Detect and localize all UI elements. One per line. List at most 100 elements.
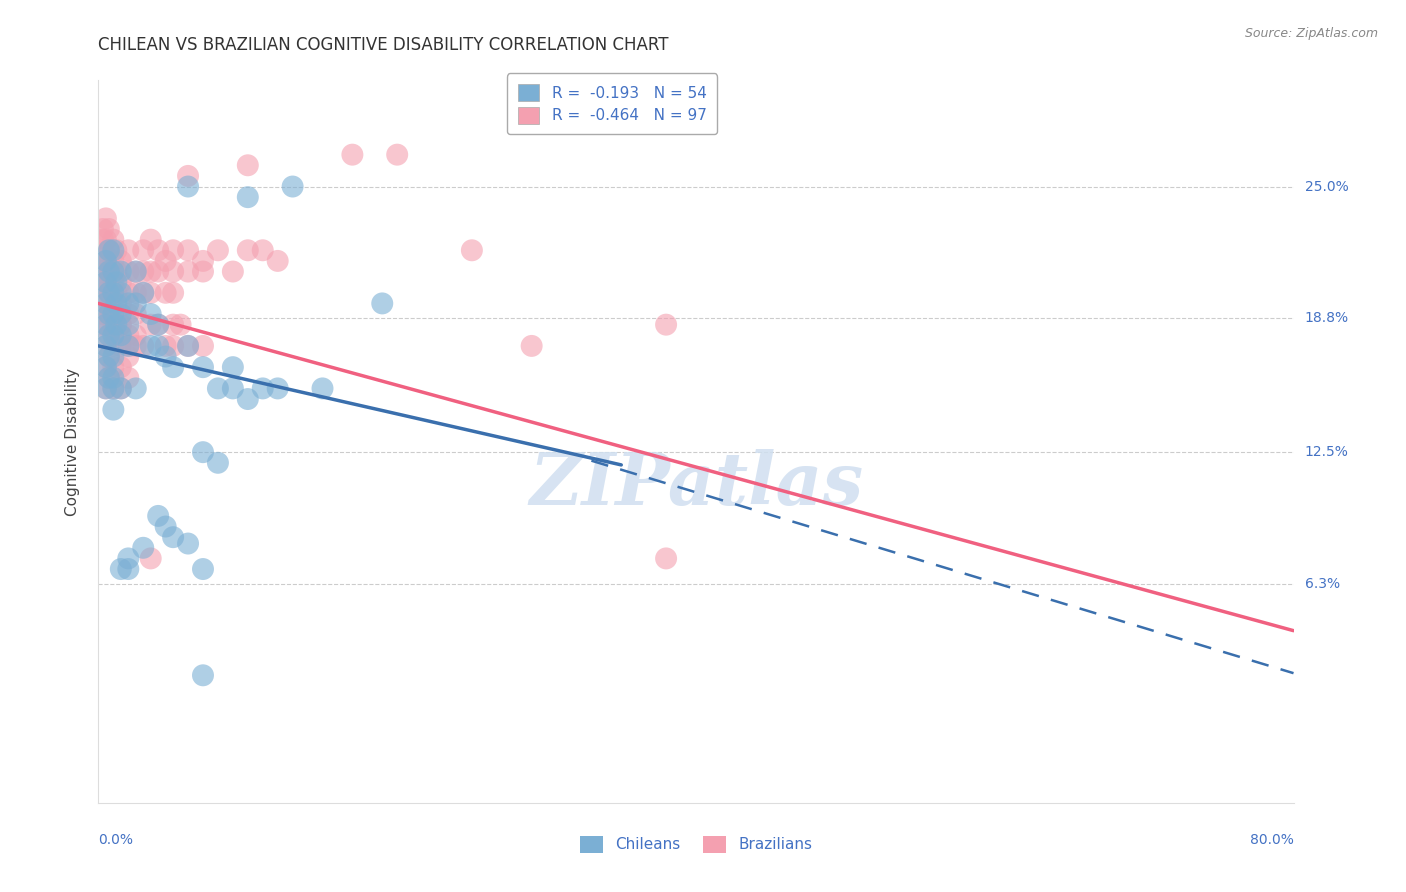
Point bbox=[91, 222, 114, 236]
Point bbox=[97, 350, 120, 364]
Point bbox=[117, 318, 139, 332]
Point bbox=[103, 381, 125, 395]
Point bbox=[117, 371, 139, 385]
Point bbox=[155, 285, 177, 300]
Point bbox=[139, 264, 162, 278]
Point bbox=[236, 190, 259, 204]
Point bbox=[105, 285, 128, 300]
Point bbox=[110, 264, 132, 278]
Point bbox=[177, 169, 200, 183]
Point bbox=[103, 360, 125, 375]
Point bbox=[94, 233, 117, 247]
Point bbox=[520, 339, 543, 353]
Point bbox=[132, 285, 155, 300]
Point bbox=[97, 371, 120, 385]
Point bbox=[148, 339, 170, 353]
Point bbox=[125, 285, 148, 300]
Point bbox=[177, 264, 200, 278]
Point bbox=[94, 360, 117, 375]
Point bbox=[110, 275, 132, 289]
Point bbox=[103, 244, 125, 258]
Point bbox=[103, 350, 125, 364]
Point bbox=[117, 339, 139, 353]
Text: 0.0%: 0.0% bbox=[98, 833, 134, 847]
Point bbox=[169, 318, 191, 332]
Point bbox=[117, 328, 139, 343]
Point bbox=[148, 318, 170, 332]
Point bbox=[110, 253, 132, 268]
Point bbox=[162, 264, 184, 278]
Point bbox=[97, 307, 120, 321]
Point bbox=[125, 328, 148, 343]
Point bbox=[91, 318, 114, 332]
Point bbox=[97, 371, 120, 385]
Point bbox=[94, 296, 117, 310]
Point bbox=[91, 285, 114, 300]
Point bbox=[110, 296, 132, 310]
Point bbox=[110, 562, 132, 576]
Point bbox=[117, 264, 139, 278]
Y-axis label: Cognitive Disability: Cognitive Disability bbox=[65, 368, 80, 516]
Text: 80.0%: 80.0% bbox=[1250, 833, 1294, 847]
Point bbox=[103, 275, 125, 289]
Point bbox=[148, 264, 170, 278]
Point bbox=[125, 381, 148, 395]
Point bbox=[207, 381, 229, 395]
Text: 12.5%: 12.5% bbox=[1305, 445, 1348, 459]
Text: 6.3%: 6.3% bbox=[1305, 577, 1340, 591]
Point bbox=[94, 211, 117, 226]
Point bbox=[177, 536, 200, 550]
Point bbox=[177, 179, 200, 194]
Point bbox=[97, 350, 120, 364]
Point bbox=[94, 339, 117, 353]
Point bbox=[125, 264, 148, 278]
Point bbox=[117, 285, 139, 300]
Point bbox=[236, 244, 259, 258]
Point bbox=[139, 318, 162, 332]
Point bbox=[162, 285, 184, 300]
Point bbox=[94, 296, 117, 310]
Point bbox=[110, 360, 132, 375]
Point bbox=[91, 233, 114, 247]
Point bbox=[267, 381, 290, 395]
Point bbox=[132, 541, 155, 555]
Point bbox=[91, 307, 114, 321]
Legend: R =  -0.193   N = 54, R =  -0.464   N = 97: R = -0.193 N = 54, R = -0.464 N = 97 bbox=[508, 73, 717, 135]
Point bbox=[132, 244, 155, 258]
Text: 25.0%: 25.0% bbox=[1305, 179, 1348, 194]
Point bbox=[103, 381, 125, 395]
Point bbox=[252, 381, 274, 395]
Point bbox=[105, 318, 128, 332]
Point bbox=[103, 296, 125, 310]
Point bbox=[94, 275, 117, 289]
Point bbox=[97, 328, 120, 343]
Point bbox=[110, 318, 132, 332]
Point bbox=[139, 551, 162, 566]
Point bbox=[155, 519, 177, 533]
Point bbox=[177, 339, 200, 353]
Point bbox=[94, 318, 117, 332]
Point bbox=[132, 285, 155, 300]
Point bbox=[97, 264, 120, 278]
Point bbox=[105, 244, 128, 258]
Point bbox=[110, 339, 132, 353]
Point bbox=[155, 350, 177, 364]
Point bbox=[125, 307, 148, 321]
Point bbox=[132, 264, 155, 278]
Point bbox=[191, 668, 214, 682]
Point bbox=[94, 360, 117, 375]
Point bbox=[103, 233, 125, 247]
Point bbox=[342, 147, 364, 161]
Point bbox=[97, 222, 120, 236]
Point bbox=[191, 253, 214, 268]
Point bbox=[94, 275, 117, 289]
Point bbox=[103, 285, 125, 300]
Point bbox=[105, 296, 128, 310]
Point bbox=[655, 318, 678, 332]
Point bbox=[97, 244, 120, 258]
Point bbox=[162, 530, 184, 544]
Point bbox=[222, 360, 245, 375]
Point bbox=[162, 360, 184, 375]
Point bbox=[110, 328, 132, 343]
Point bbox=[103, 402, 125, 417]
